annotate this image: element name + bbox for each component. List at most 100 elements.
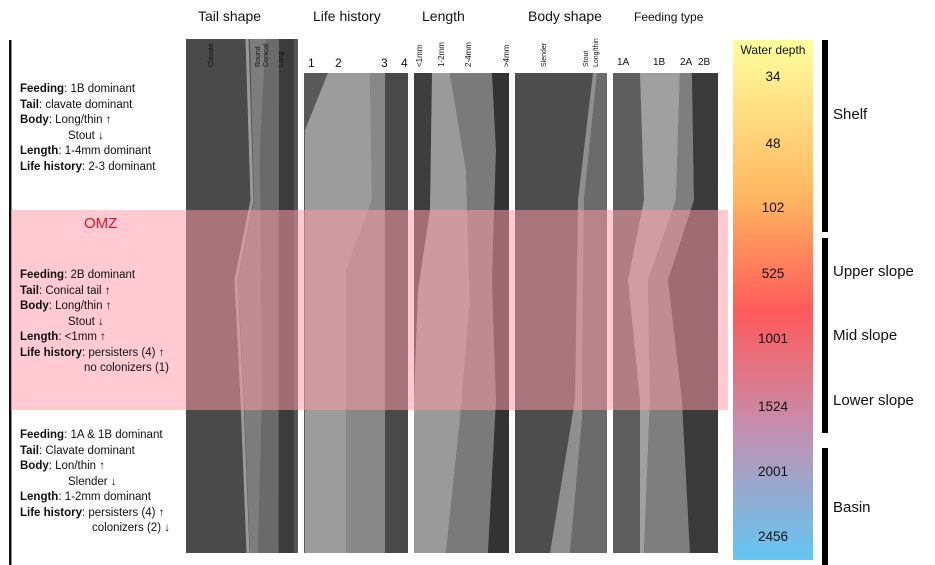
header-length: Length — [422, 8, 465, 24]
left-axis-bar — [9, 40, 12, 565]
water-depth-value: 1524 — [757, 399, 789, 414]
subheader-label: 4 — [401, 56, 408, 70]
note-key: Tail — [20, 284, 39, 297]
note-value: : Long/thin ↑ — [48, 300, 112, 312]
notes-basin: Feeding: 1A & 1B dominant Tail: Clavate d… — [20, 428, 170, 537]
life-band-1 — [304, 73, 328, 553]
water-depth-title: Water depth — [740, 43, 806, 57]
zone-bar-shelf — [822, 40, 828, 232]
note-key: Life history — [20, 346, 82, 359]
subheader-label: 1 — [308, 56, 315, 70]
note-key: Body — [20, 460, 49, 472]
note-line: Life history: persisters (4) ↑ — [20, 346, 169, 362]
subheader-label: Stout — [583, 50, 590, 67]
note-line: Feeding: 2B dominant — [20, 268, 169, 284]
subheader-label: 1-2mm — [437, 42, 446, 67]
subheader-label: 3 — [381, 56, 388, 70]
header-life-history: Life history — [313, 8, 381, 24]
note-value: : 2B dominant — [64, 269, 136, 281]
note-value: : 1A & 1B dominant — [64, 429, 163, 441]
water-depth-value: 525 — [761, 266, 785, 281]
water-depth-value: 34 — [765, 69, 781, 84]
note-line: Body: Lon/thin ↑ — [20, 459, 170, 475]
note-value: Stout ↓ — [68, 315, 104, 328]
note-line: Stout ↓ — [20, 129, 156, 145]
note-value: : Lon/thin ↑ — [48, 460, 106, 472]
note-key: Feeding — [20, 83, 65, 95]
subheader-label: 2 — [335, 56, 342, 70]
note-key: Body — [20, 114, 49, 126]
subheader-label: Conical — [263, 43, 270, 67]
note-value: no colonizers (1) — [84, 362, 170, 374]
note-value: Slender ↓ — [68, 475, 117, 488]
note-key: Body — [20, 300, 49, 312]
header-tail-shape: Tail shape — [198, 8, 262, 24]
notes-omz: Feeding: 2B dominant Tail: Conical tail ↑… — [20, 268, 169, 377]
subheader-label: >4mm — [502, 44, 511, 67]
zone-basin: Basin — [833, 499, 871, 516]
note-value: : Conical tail ↑ — [38, 284, 111, 297]
subheader-label: 2B — [698, 57, 711, 68]
note-value: : clavate dominant — [38, 98, 133, 111]
note-line: Life history: 2-3 dominant — [20, 160, 156, 176]
water-depth-value: 2001 — [757, 464, 789, 479]
note-value: : Long/thin ↑ — [48, 114, 112, 126]
feeding-band-1b — [628, 73, 680, 553]
note-key: Tail — [20, 444, 39, 457]
note-value: : Clavate dominant — [38, 444, 135, 457]
zone-bar-slope — [822, 238, 828, 433]
note-key: Length — [20, 491, 59, 503]
subheader-label: 2-4mm — [464, 42, 473, 67]
note-line: Slender ↓ — [20, 475, 170, 491]
note-key: Feeding — [20, 429, 65, 441]
zone-bar-basin — [822, 448, 828, 565]
note-value: : 1-2mm dominant — [58, 491, 152, 503]
note-key: Life history — [20, 506, 82, 519]
note-key: Feeding — [20, 269, 65, 281]
notes-shelf: Feeding: 1B dominant Tail: clavate domina… — [20, 82, 156, 175]
note-line: Tail: clavate dominant — [20, 98, 156, 114]
note-line: Body: Long/thin ↑ — [20, 113, 156, 129]
note-value: Stout ↓ — [68, 129, 104, 142]
header-body-shape: Body shape — [528, 8, 602, 24]
subheader-label: 2A — [680, 57, 693, 68]
water-depth-value: 1001 — [757, 331, 789, 346]
note-key: Length — [20, 331, 59, 343]
note-key: Length — [20, 145, 59, 157]
water-depth-value: 2456 — [757, 529, 789, 544]
note-line: Tail: Conical tail ↑ — [20, 284, 169, 300]
water-depth-value: 48 — [765, 136, 781, 151]
note-key: Life history — [20, 160, 82, 173]
note-line: Feeding: 1A & 1B dominant — [20, 428, 170, 444]
note-line: Tail: Clavate dominant — [20, 444, 170, 460]
subheader-label: Long — [278, 51, 285, 67]
note-value: : 1B dominant — [64, 83, 136, 95]
subheader-label: Long/thin — [593, 38, 600, 67]
water-depth-value: 102 — [761, 200, 785, 215]
zone-lower-slope: Lower slope — [833, 392, 914, 409]
note-line: Life history: persisters (4) ↑ — [20, 506, 170, 522]
note-line: Body: Long/thin ↑ — [20, 299, 169, 315]
note-line: Length: <1mm ↑ — [20, 330, 169, 346]
subheader-label: Round — [255, 46, 262, 67]
header-feeding-type: Feeding type — [634, 10, 704, 24]
subheader-label: <1mm — [415, 44, 424, 67]
length-band-lt1 — [414, 73, 432, 553]
zone-upper-slope: Upper slope — [833, 263, 914, 280]
note-line: Feeding: 1B dominant — [20, 82, 156, 98]
subheader-label: 1B — [653, 57, 666, 68]
note-line: Length: 1-2mm dominant — [20, 490, 170, 506]
note-line: Stout ↓ — [20, 315, 169, 331]
zone-shelf: Shelf — [833, 106, 868, 123]
note-line: colonizers (2) ↓ — [20, 521, 170, 537]
note-value: : persisters (4) ↑ — [81, 346, 165, 359]
omz-band — [11, 210, 728, 410]
omz-label: OMZ — [84, 215, 118, 232]
water-depth-bar — [733, 40, 813, 560]
subheader-label: Clavate — [208, 43, 215, 67]
note-value: colonizers (2) ↓ — [92, 522, 170, 534]
note-value: : persisters (4) ↑ — [81, 506, 165, 519]
body-band-stout — [550, 73, 597, 553]
note-line: no colonizers (1) — [20, 361, 169, 377]
